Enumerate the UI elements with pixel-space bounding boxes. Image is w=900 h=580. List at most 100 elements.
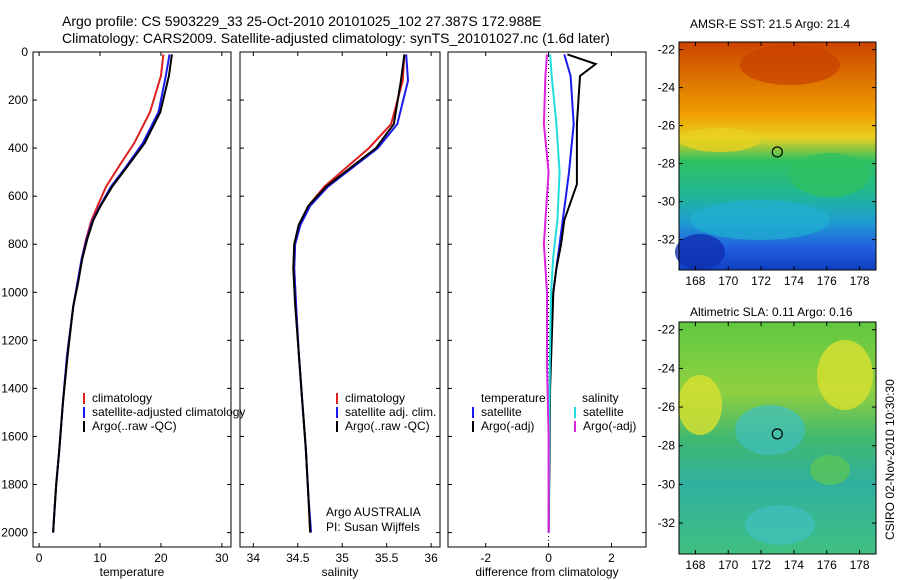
map-x-tick-label: 170 bbox=[718, 274, 738, 288]
series-line bbox=[542, 54, 550, 533]
y-tick-label: 1200 bbox=[1, 333, 28, 347]
map-x-tick-label: 172 bbox=[751, 558, 771, 572]
credit-line2: PI: Susan Wijffels bbox=[326, 520, 420, 534]
x-tick-label: 30 bbox=[215, 551, 229, 565]
temperature-frame bbox=[32, 51, 232, 548]
map-x-tick-label: 174 bbox=[784, 274, 804, 288]
map-y-tick-label: -22 bbox=[658, 43, 676, 57]
sst-map-panel: 168 170 172 174 176 178 -22 -24 -26 -28 -30 -32 bbox=[658, 41, 877, 288]
sst_map-frame bbox=[678, 41, 877, 271]
map-x-tick-label: 178 bbox=[850, 274, 870, 288]
y-tick-label: 400 bbox=[8, 141, 28, 155]
map-x-tick-label: 174 bbox=[784, 558, 804, 572]
x-tick-label: 35.5 bbox=[375, 551, 399, 565]
map-x-tick-label: 168 bbox=[685, 558, 705, 572]
legend-title-temperature: temperature bbox=[481, 391, 546, 405]
series-line bbox=[292, 54, 406, 533]
sla-green-blob bbox=[810, 455, 850, 485]
legend-label: Argo(..raw -QC) bbox=[345, 419, 430, 433]
map-y-tick-label: -32 bbox=[658, 233, 676, 247]
y-tick-label: 600 bbox=[8, 189, 28, 203]
x-tick-label: 0 bbox=[36, 551, 43, 565]
map-y-tick-label: -24 bbox=[658, 361, 676, 375]
map-y-tick-label: -30 bbox=[658, 195, 676, 209]
legend-label: climatology bbox=[92, 391, 152, 405]
map-y-tick-label: -26 bbox=[658, 400, 676, 414]
series-line bbox=[52, 54, 165, 533]
sst-warm-blob bbox=[740, 45, 840, 85]
y-tick-label: 2000 bbox=[1, 526, 28, 540]
sst-green-blob bbox=[790, 153, 870, 197]
legend-label: climatology bbox=[345, 391, 405, 405]
salinity-panel: 34 34.5 35 35.5 36 salinity climatologysatelli… bbox=[239, 51, 441, 579]
series-line bbox=[293, 54, 410, 533]
map-y-tick-label: -24 bbox=[658, 81, 676, 95]
figure-title-line1: Argo profile: CS 5903229_33 25-Oct-2010 … bbox=[62, 13, 542, 29]
argo-position-marker bbox=[771, 428, 783, 440]
x-tick-label: 36 bbox=[424, 551, 438, 565]
difference-frame bbox=[447, 51, 647, 548]
map-x-tick-label: 178 bbox=[850, 558, 870, 572]
figure-title-line2: Climatology: CARS2009. Satellite-adjuste… bbox=[62, 30, 610, 46]
y-tick-label: 1000 bbox=[1, 285, 28, 299]
y-tick-label: 1800 bbox=[1, 478, 28, 492]
y-tick-label: 1400 bbox=[1, 381, 28, 395]
map-x-tick-label: 176 bbox=[817, 558, 837, 572]
map-x-tick-label: 170 bbox=[718, 558, 738, 572]
sla_map-frame bbox=[678, 321, 877, 555]
salinity-xlabel: salinity bbox=[322, 565, 359, 579]
x-tick-label: 35 bbox=[336, 551, 350, 565]
difference-xlabel: difference from climatology bbox=[475, 565, 618, 579]
sst-map-title: AMSR-E SST: 21.5 Argo: 21.4 bbox=[690, 17, 850, 31]
series-line bbox=[293, 54, 406, 533]
map-y-tick-label: -28 bbox=[658, 439, 676, 453]
sst-cyan-blob bbox=[690, 200, 830, 240]
legend-label: satellite-adjusted climatology bbox=[92, 405, 245, 419]
sla-map-title: Altimetric SLA: 0.11 Argo: 0.16 bbox=[690, 305, 853, 319]
credit-line1: Argo AUSTRALIA bbox=[326, 505, 421, 519]
x-tick-label: 0 bbox=[545, 551, 552, 565]
legend-title-salinity: salinity bbox=[582, 391, 619, 405]
x-tick-label: 34.5 bbox=[286, 551, 310, 565]
series-line bbox=[52, 54, 171, 533]
map-x-tick-label: 168 bbox=[685, 274, 705, 288]
sst-yellow-blob bbox=[680, 128, 760, 152]
legend-label: satellite bbox=[583, 405, 624, 419]
temperature-xlabel: temperature bbox=[100, 565, 165, 579]
legend-label: satellite adj. clim. bbox=[345, 405, 436, 419]
legend-label: Argo(-adj) bbox=[481, 419, 534, 433]
x-tick-label: 2 bbox=[608, 551, 615, 565]
series-line bbox=[547, 54, 561, 533]
y-tick-label: 1600 bbox=[1, 429, 28, 443]
x-tick-label: 10 bbox=[93, 551, 107, 565]
legend-label: Argo(..raw -QC) bbox=[92, 419, 177, 433]
x-tick-label: 34 bbox=[247, 551, 261, 565]
sla-cyan-blob-2 bbox=[745, 505, 815, 545]
map-y-tick-label: -32 bbox=[658, 516, 676, 530]
y-tick-label: 200 bbox=[8, 93, 28, 107]
legend-label: satellite bbox=[481, 405, 522, 419]
sla-cyan-blob-1 bbox=[735, 405, 805, 455]
series-line bbox=[52, 54, 173, 533]
map-y-tick-label: -26 bbox=[658, 119, 676, 133]
x-tick-label: 20 bbox=[154, 551, 168, 565]
y-tick-label: 0 bbox=[21, 45, 28, 59]
map-x-tick-label: 176 bbox=[817, 274, 837, 288]
legend-label: Argo(-adj) bbox=[583, 419, 636, 433]
map-x-tick-label: 172 bbox=[751, 274, 771, 288]
temperature-panel: 0 10 20 30 0 200 400 600 800 1000 1200 1400 1600 1800… bbox=[1, 45, 245, 579]
side-timestamp: CSIRO 02-Nov-2010 10:30:30 bbox=[883, 379, 897, 540]
map-y-tick-label: -22 bbox=[658, 323, 676, 337]
salinity-frame bbox=[239, 51, 441, 548]
map-y-tick-label: -30 bbox=[658, 477, 676, 491]
sla-yellow-blob-1 bbox=[678, 375, 722, 435]
x-tick-label: -2 bbox=[480, 551, 491, 565]
map-y-tick-label: -28 bbox=[658, 157, 676, 171]
y-tick-label: 800 bbox=[8, 237, 28, 251]
sla-yellow-blob-2 bbox=[817, 340, 873, 410]
sst-blue-blob bbox=[675, 234, 725, 270]
sla-map-panel: 168 170 172 174 176 178 -22 -24 -26 -28 -30 -32 bbox=[658, 321, 877, 572]
argo-position-marker bbox=[771, 146, 783, 158]
